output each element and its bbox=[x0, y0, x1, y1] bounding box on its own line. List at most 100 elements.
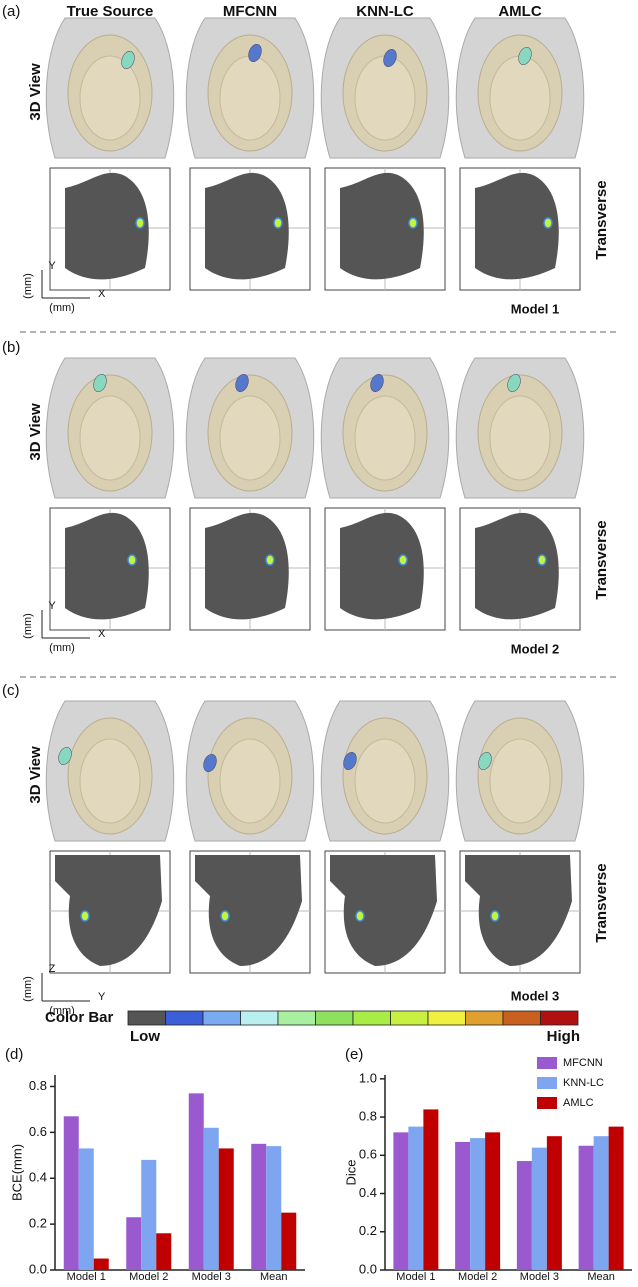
source bbox=[203, 754, 217, 772]
bar bbox=[93, 1258, 109, 1270]
brain bbox=[489, 55, 551, 141]
brain bbox=[489, 395, 551, 481]
color-bar-segment bbox=[427, 1010, 466, 1026]
bar bbox=[423, 1109, 439, 1270]
slice-view bbox=[49, 507, 171, 631]
bar bbox=[578, 1145, 594, 1270]
brain bbox=[219, 55, 281, 141]
y-axis-label: Dice bbox=[343, 1159, 358, 1185]
y-tick-label: 0.8 bbox=[29, 1078, 47, 1093]
source bbox=[235, 374, 249, 392]
y-tick-label: 0.2 bbox=[29, 1216, 47, 1231]
source bbox=[383, 49, 397, 67]
source bbox=[507, 374, 521, 392]
brain bbox=[354, 738, 416, 824]
bar bbox=[141, 1159, 157, 1270]
source bbox=[93, 374, 107, 392]
y-tick-label: 0.8 bbox=[359, 1108, 377, 1123]
axis-name: Y bbox=[98, 991, 106, 1003]
axis-unit: (mm) bbox=[49, 642, 75, 654]
brain-view bbox=[455, 700, 585, 842]
chart-title: (d) bbox=[5, 1046, 23, 1063]
row-label: Transverse bbox=[593, 520, 610, 599]
x-tick-label: Model 3 bbox=[520, 1271, 559, 1282]
bar bbox=[470, 1138, 486, 1270]
slice-view bbox=[459, 167, 581, 291]
color-bar-low: Low bbox=[130, 1028, 160, 1045]
slice-shape bbox=[340, 172, 424, 280]
model-label: Model 1 bbox=[511, 301, 559, 316]
slice-view bbox=[324, 167, 446, 291]
bar bbox=[266, 1146, 282, 1270]
bar bbox=[608, 1126, 624, 1270]
y-tick-label: 0.4 bbox=[359, 1185, 377, 1200]
slice-source bbox=[135, 217, 145, 229]
bar bbox=[126, 1217, 142, 1270]
brain bbox=[489, 738, 551, 824]
source bbox=[478, 752, 492, 770]
slice-view bbox=[459, 507, 581, 631]
slice-view bbox=[49, 167, 171, 291]
bar bbox=[408, 1126, 424, 1270]
slice-shape bbox=[55, 855, 162, 966]
slice-shape bbox=[65, 172, 149, 280]
bar bbox=[218, 1148, 234, 1270]
legend-label: AMLC bbox=[563, 1097, 594, 1109]
source bbox=[58, 747, 72, 765]
color-bar-segment bbox=[352, 1010, 391, 1026]
color-bar-segment bbox=[277, 1010, 316, 1026]
y-tick-label: 0.6 bbox=[29, 1124, 47, 1139]
brain-view bbox=[45, 700, 175, 842]
brain-view bbox=[185, 357, 315, 499]
axis-unit: (mm) bbox=[49, 302, 75, 314]
column-header: MFCNN bbox=[223, 3, 277, 20]
axis-unit: (mm) bbox=[22, 976, 34, 1002]
brain-view bbox=[185, 17, 315, 159]
legend-swatch bbox=[537, 1097, 557, 1109]
brain-view bbox=[185, 700, 315, 842]
bar bbox=[593, 1136, 609, 1270]
column-header: True Source bbox=[67, 3, 154, 20]
row-label: Transverse bbox=[593, 180, 610, 259]
slice-source bbox=[408, 217, 418, 229]
brain bbox=[79, 738, 141, 824]
slice-source bbox=[273, 217, 283, 229]
brain bbox=[79, 55, 141, 141]
brain-view bbox=[455, 17, 585, 159]
slice-view bbox=[189, 507, 311, 631]
x-tick-label: Model 3 bbox=[192, 1271, 231, 1282]
legend-label: MFCNN bbox=[563, 1057, 603, 1069]
slice-source bbox=[127, 554, 137, 566]
color-bar-segment bbox=[127, 1010, 166, 1026]
color-bar-segment bbox=[240, 1010, 279, 1026]
bar bbox=[156, 1233, 172, 1270]
slice-shape bbox=[205, 512, 289, 620]
panel-label: (b) bbox=[2, 339, 20, 356]
color-bar-segment bbox=[540, 1010, 579, 1026]
brain-view bbox=[45, 17, 175, 159]
x-tick-label: Model 2 bbox=[458, 1271, 497, 1282]
axis-name: X bbox=[98, 288, 106, 300]
legend-swatch bbox=[537, 1077, 557, 1089]
slice-shape bbox=[340, 512, 424, 620]
color-bar-segment bbox=[165, 1010, 204, 1026]
slice-shape bbox=[205, 172, 289, 280]
row-label: Transverse bbox=[593, 863, 610, 942]
axis-name: X bbox=[98, 628, 106, 640]
panel-label: (a) bbox=[2, 3, 20, 20]
bar bbox=[531, 1147, 547, 1270]
axis-name: Z bbox=[49, 963, 56, 975]
axis-unit: (mm) bbox=[22, 613, 34, 639]
model-label: Model 2 bbox=[511, 641, 559, 656]
color-bar-segment bbox=[202, 1010, 241, 1026]
source bbox=[248, 44, 262, 62]
slice-shape bbox=[195, 855, 302, 966]
slice-source bbox=[398, 554, 408, 566]
column-header: KNN-LC bbox=[356, 3, 414, 20]
bar bbox=[251, 1143, 267, 1270]
brain-view bbox=[320, 17, 450, 159]
slice-shape bbox=[465, 855, 572, 966]
slice-shape bbox=[330, 855, 437, 966]
slice-view bbox=[459, 850, 581, 974]
color-bar-segment bbox=[315, 1010, 354, 1026]
